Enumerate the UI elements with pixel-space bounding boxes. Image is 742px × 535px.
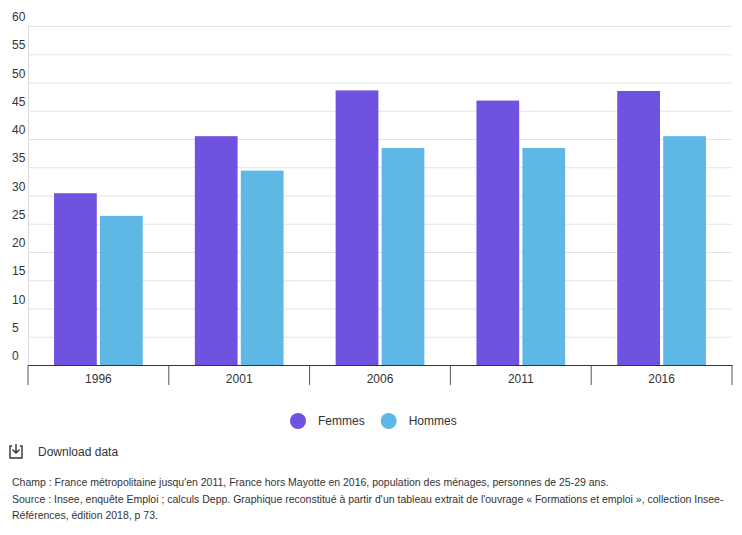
legend-label: Femmes: [318, 414, 365, 428]
x-tick: 2016: [648, 365, 675, 386]
legend-item: Hommes: [381, 413, 457, 429]
category-separator: [450, 365, 451, 385]
x-tick: 2006: [367, 365, 394, 386]
y-tick: 50: [12, 67, 732, 83]
x-tick-label: 1996: [85, 372, 112, 386]
bar: [663, 136, 706, 365]
notes: Champ : France métropolitaine jusqu'en 2…: [12, 476, 724, 521]
y-tick-label: 20: [12, 236, 26, 250]
y-tick-label: 0: [12, 349, 19, 363]
bar: [54, 193, 97, 365]
bar-series: [100, 136, 706, 365]
x-tick: 1996: [85, 365, 112, 386]
download-link[interactable]: Download data: [10, 444, 118, 459]
legend: Femmes Hommes: [290, 413, 457, 429]
category-separator: [28, 365, 29, 385]
y-tick-label: 30: [12, 180, 26, 194]
bar: [195, 136, 238, 365]
category-separators: [28, 365, 732, 385]
grid-line: [28, 83, 732, 84]
x-tick-label: 2016: [648, 372, 675, 386]
bars: [54, 90, 706, 365]
legend-swatch: [381, 413, 397, 429]
y-tick-label: 40: [12, 123, 26, 137]
download-label[interactable]: Download data: [38, 445, 118, 459]
note: Champ : France métropolitaine jusqu'en 2…: [12, 476, 609, 488]
legend-label: Hommes: [409, 414, 457, 428]
y-axis-line: [29, 27, 733, 366]
y-tick: 60: [12, 10, 732, 26]
grid-line: [28, 26, 732, 27]
y-tick-label: 45: [12, 95, 26, 109]
grid-line: [28, 365, 732, 366]
x-axis: 1996 2001 2006 2011 2016: [28, 365, 733, 386]
bar: [100, 216, 143, 365]
legend-item: Femmes: [290, 413, 365, 429]
grid-line: [28, 54, 732, 55]
x-tick: 2011: [508, 365, 534, 386]
category-separator: [591, 365, 592, 385]
note: Source : Insee, enquête Emploi ; calculs…: [12, 493, 724, 505]
y-tick-label: 5: [12, 321, 19, 335]
y-tick-label: 55: [12, 38, 26, 52]
y-tick-label: 25: [12, 208, 26, 222]
bar: [617, 91, 660, 365]
x-tick-label: 2001: [226, 372, 253, 386]
y-tick-label: 35: [12, 151, 26, 165]
bar: [241, 171, 284, 365]
y-tick: 55: [12, 38, 732, 54]
download-icon[interactable]: [10, 444, 22, 458]
bar: [382, 148, 425, 365]
x-tick-label: 2011: [508, 372, 534, 386]
plot-area: 0 5 10 15 20 25 30 35 40 45 50 55 60 1996 2001 2006 2011…: [12, 10, 733, 385]
x-tick: 2001: [226, 365, 253, 386]
bar: [336, 90, 379, 365]
bar-series: [54, 90, 660, 365]
y-tick-label: 60: [12, 10, 26, 24]
bar: [522, 148, 565, 365]
note: Références, édition 2018, p 73.: [12, 509, 158, 521]
bar: [476, 101, 519, 365]
x-axis-line: [29, 365, 733, 366]
y-axis: 0 5 10 15 20 25 30 35 40 45 50 55 60: [12, 10, 732, 365]
chart: 0 5 10 15 20 25 30 35 40 45 50 55 60 1996 2001 2006 2011…: [0, 0, 742, 535]
legend-swatch: [290, 413, 306, 429]
category-separator: [309, 365, 310, 385]
x-tick-label: 2006: [367, 372, 394, 386]
category-separator: [168, 365, 169, 385]
y-tick-label: 15: [12, 264, 26, 278]
y-tick-label: 50: [12, 67, 26, 81]
y-tick-label: 10: [12, 293, 26, 307]
category-separator: [732, 365, 733, 385]
